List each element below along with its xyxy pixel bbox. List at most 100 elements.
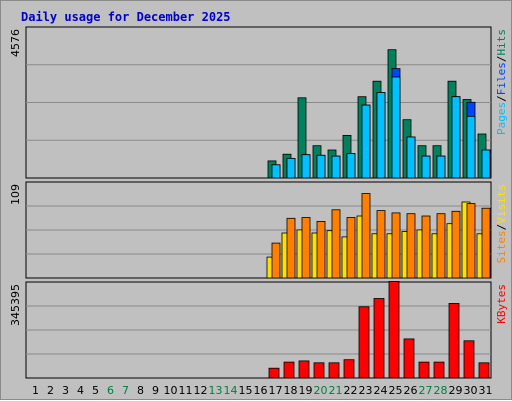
panel-max-label: 4576 [9, 29, 22, 57]
x-tick-label: 27 [419, 384, 433, 397]
x-tick-label: 1 [32, 384, 39, 397]
legend-entry: KBytes [495, 284, 508, 324]
legend-entry: / [495, 224, 508, 231]
bar-sites-day-27 [421, 215, 431, 279]
bar-pages-day-29 [451, 96, 461, 179]
x-tick-label: 22 [344, 384, 358, 397]
bar-pages-day-28 [436, 155, 446, 179]
x-tick-label: 26 [404, 384, 418, 397]
x-tick-label: 14 [224, 384, 238, 397]
bar-sites-day-17 [271, 242, 281, 279]
x-tick-label: 17 [269, 384, 283, 397]
x-tick-label: 3 [62, 384, 69, 397]
x-tick-label: 18 [284, 384, 298, 397]
bar-pages-day-20 [316, 154, 326, 179]
x-tick-label: 9 [152, 384, 159, 397]
bar-pages-day-21 [331, 155, 341, 179]
x-axis: 1 2 3 4 5 6 7 8 9 10 11 12 13 14 15 16 17 18 19 20 21 22 23 24 2… [32, 384, 493, 397]
legend-entry: Visits [495, 184, 508, 224]
legend-entry: Sites [495, 230, 508, 263]
series-kbytes [268, 280, 490, 379]
bar-sites-day-18 [286, 217, 296, 279]
bar-kbytes-day-18 [283, 361, 295, 379]
bar-sites-day-20 [316, 220, 326, 279]
x-tick-label: 19 [299, 384, 313, 397]
bar-sites-day-23 [361, 193, 371, 279]
x-tick-label: 13 [209, 384, 223, 397]
bar-pages-day-25 [391, 76, 401, 179]
bar-kbytes-day-19 [298, 360, 310, 379]
x-tick-label: 21 [329, 384, 343, 397]
bar-sites-day-26 [406, 213, 416, 279]
panels-layer: 4576Pages/Files/Hits109Sites/Visits34539… [9, 26, 508, 379]
bar-kbytes-day-30 [463, 340, 475, 379]
bar-pages-day-22 [346, 153, 356, 179]
series-pages [271, 76, 491, 179]
legend-entry: Hits [495, 29, 508, 56]
x-tick-label: 23 [359, 384, 373, 397]
bar-pages-day-23 [361, 104, 371, 179]
bar-sites-day-24 [376, 210, 386, 279]
panel-kbytes: 345395 KBytes [9, 280, 508, 379]
legend-entry: Pages [495, 102, 508, 135]
x-tick-label: 25 [389, 384, 403, 397]
bar-pages-day-31 [481, 149, 491, 179]
x-tick-label: 8 [137, 384, 144, 397]
bar-pages-day-17 [271, 164, 281, 179]
x-tick-label: 30 [464, 384, 478, 397]
panel-legend: Pages/Files/Hits [495, 29, 508, 135]
bar-sites-day-21 [331, 209, 341, 279]
bar-kbytes-day-29 [448, 302, 460, 379]
x-tick-label: 16 [254, 384, 268, 397]
bar-sites-day-31 [481, 207, 491, 279]
x-tick-label: 6 [107, 384, 114, 397]
x-tick-label: 20 [314, 384, 328, 397]
x-tick-label: 28 [434, 384, 448, 397]
series-sites [271, 193, 491, 279]
bar-pages-day-18 [286, 157, 296, 179]
x-tick-label: 10 [164, 384, 178, 397]
x-tick-label: 11 [179, 384, 193, 397]
bar-kbytes-day-26 [403, 338, 415, 379]
bar-sites-day-19 [301, 217, 311, 279]
panel-legend: KBytes [495, 284, 508, 324]
x-tick-label: 5 [92, 384, 99, 397]
series-visits [266, 201, 486, 279]
bar-pages-day-30 [466, 115, 476, 179]
bar-kbytes-day-21 [328, 362, 340, 379]
bar-kbytes-day-28 [433, 361, 445, 379]
bar-kbytes-day-24 [373, 298, 385, 379]
x-tick-label: 2 [47, 384, 54, 397]
x-tick-label: 31 [479, 384, 493, 397]
panel-max-label: 109 [9, 184, 22, 205]
bar-sites-day-28 [436, 213, 446, 279]
panel-visits-sites: 109 Sites/Visits [9, 181, 508, 279]
chart-title: Daily usage for December 2025 [21, 10, 231, 24]
x-tick-label: 12 [194, 384, 208, 397]
bar-sites-day-29 [451, 210, 461, 279]
bar-kbytes-day-20 [313, 362, 325, 379]
bar-kbytes-day-25 [388, 280, 400, 379]
legend-entry: / [495, 95, 508, 102]
bar-sites-day-22 [346, 217, 356, 279]
x-tick-label: 15 [239, 384, 253, 397]
bar-pages-day-27 [421, 155, 431, 179]
legend-entry: Files [495, 62, 508, 95]
bar-kbytes-day-23 [358, 306, 370, 379]
bar-kbytes-day-27 [418, 361, 430, 379]
bar-pages-day-24 [376, 92, 386, 179]
x-tick-label: 7 [122, 384, 129, 397]
bar-pages-day-26 [406, 136, 416, 179]
bar-pages-day-19 [301, 154, 311, 179]
legend-entry: / [495, 56, 508, 63]
bar-kbytes-day-31 [478, 362, 490, 379]
panel-legend: Sites/Visits [495, 184, 508, 264]
bar-kbytes-day-22 [343, 359, 355, 379]
bar-sites-day-25 [391, 212, 401, 279]
bar-kbytes-day-17 [268, 367, 280, 379]
x-tick-label: 24 [374, 384, 388, 397]
panel-max-label: 345395 [9, 284, 22, 326]
